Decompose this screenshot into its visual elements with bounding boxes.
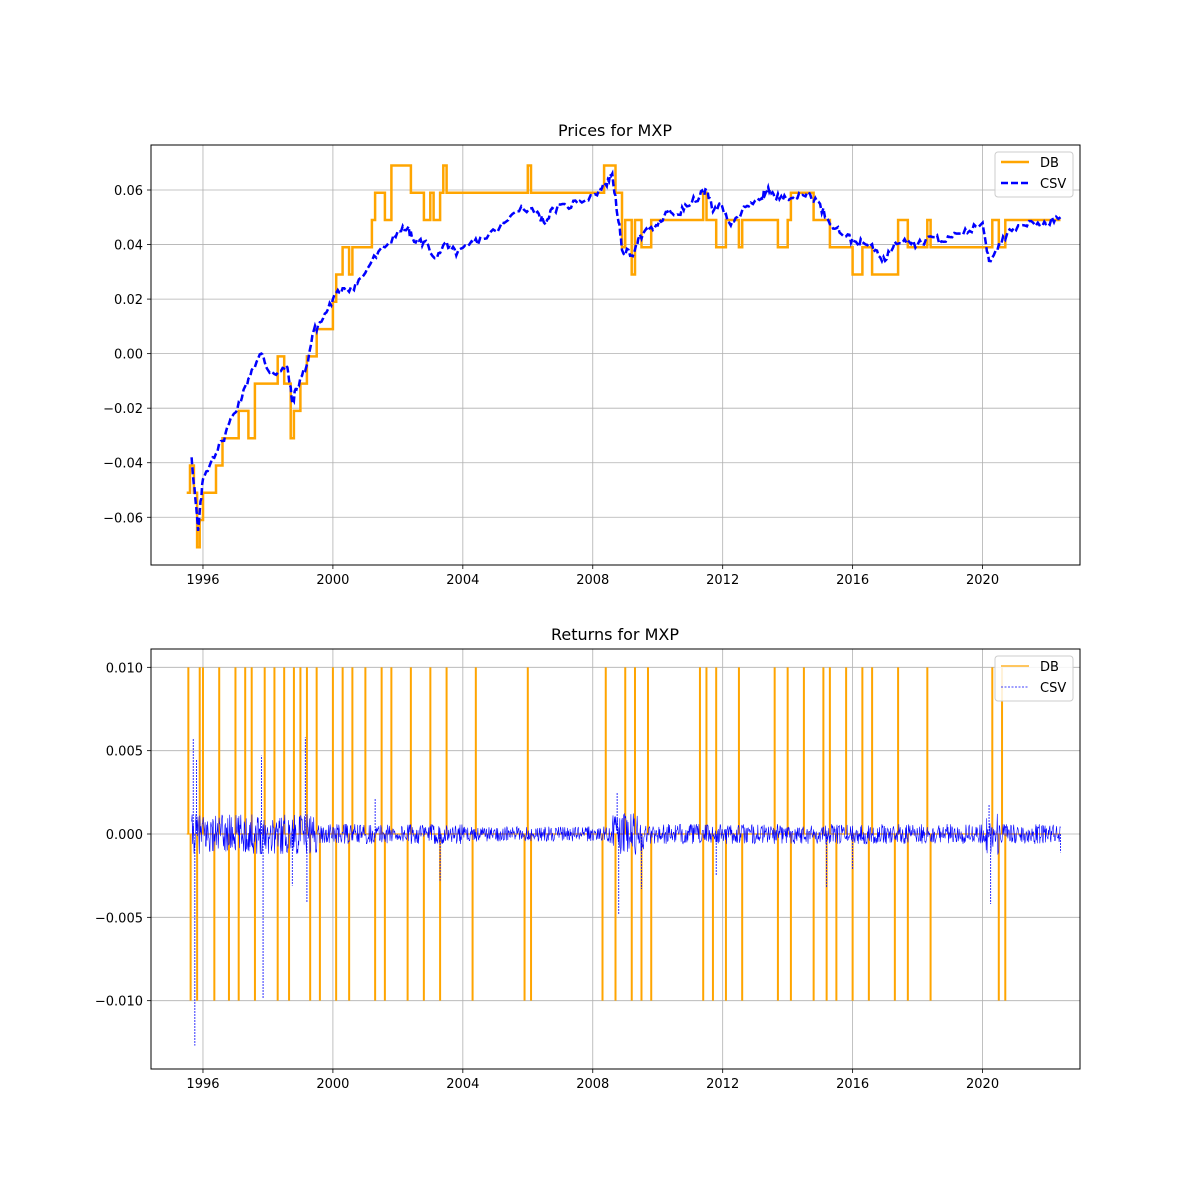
prices-series bbox=[186, 164, 1062, 549]
y-tick-label: −0.005 bbox=[95, 911, 143, 926]
x-tick-label: 2012 bbox=[706, 573, 739, 588]
csv-price-line bbox=[190, 169, 1062, 532]
returns-legend-box bbox=[994, 655, 1074, 702]
x-tick-label: 1996 bbox=[186, 573, 219, 588]
csv-return-line bbox=[191, 813, 1061, 856]
y-tick-label: 0.005 bbox=[106, 745, 143, 760]
prices-legend-csv-label: CSV bbox=[1040, 177, 1066, 192]
returns-legend: DB CSV bbox=[994, 655, 1074, 702]
y-tick-label: 0.06 bbox=[114, 184, 143, 199]
returns-ticks: 1996 2000 2004 2008 2012 2016 2020 0.010 0.005 0.… bbox=[95, 661, 999, 1092]
returns-series bbox=[186, 667, 1061, 1046]
x-tick-label: 2004 bbox=[446, 1077, 479, 1092]
returns-axes-frame bbox=[150, 648, 1081, 1070]
x-tick-label: 2012 bbox=[706, 1077, 739, 1092]
y-tick-label: 0.02 bbox=[114, 293, 143, 308]
returns-legend-db-label: DB bbox=[1040, 660, 1059, 675]
prices-legend: DB CSV bbox=[994, 151, 1074, 198]
x-tick-label: 2000 bbox=[316, 1077, 349, 1092]
x-tick-label: 2016 bbox=[836, 1077, 869, 1092]
returns-subplot: Returns for MXP 1996 2000 2004 2008 2012 2016… bbox=[95, 625, 1081, 1092]
x-tick-label: 2008 bbox=[576, 573, 609, 588]
x-tick-label: 2008 bbox=[576, 1077, 609, 1092]
x-tick-label: 2020 bbox=[966, 1077, 999, 1092]
y-tick-label: −0.010 bbox=[95, 995, 143, 1010]
y-tick-label: 0.00 bbox=[114, 348, 143, 363]
x-tick-label: 2016 bbox=[836, 573, 869, 588]
prices-subplot: Prices for MXP 1996 2000 2004 2008 2012 2016 2… bbox=[103, 121, 1081, 588]
y-tick-label: 0.000 bbox=[106, 828, 143, 843]
prices-legend-db-label: DB bbox=[1040, 156, 1059, 171]
x-tick-label: 2020 bbox=[966, 573, 999, 588]
prices-ticks: 1996 2000 2004 2008 2012 2016 2020 0.06 0.04 0.02… bbox=[103, 184, 999, 588]
x-tick-label: 2004 bbox=[446, 573, 479, 588]
y-tick-label: 0.010 bbox=[106, 661, 143, 676]
y-tick-label: 0.04 bbox=[114, 239, 143, 254]
prices-axes-frame bbox=[150, 144, 1081, 566]
prices-title: Prices for MXP bbox=[558, 121, 672, 140]
x-tick-label: 2000 bbox=[316, 573, 349, 588]
y-tick-label: −0.06 bbox=[103, 511, 143, 526]
y-tick-label: −0.04 bbox=[103, 457, 143, 472]
x-tick-label: 1996 bbox=[186, 1077, 219, 1092]
returns-legend-csv-label: CSV bbox=[1040, 681, 1066, 696]
db-price-line bbox=[186, 164, 1061, 549]
y-tick-label: −0.02 bbox=[103, 402, 143, 417]
returns-title: Returns for MXP bbox=[551, 625, 679, 644]
